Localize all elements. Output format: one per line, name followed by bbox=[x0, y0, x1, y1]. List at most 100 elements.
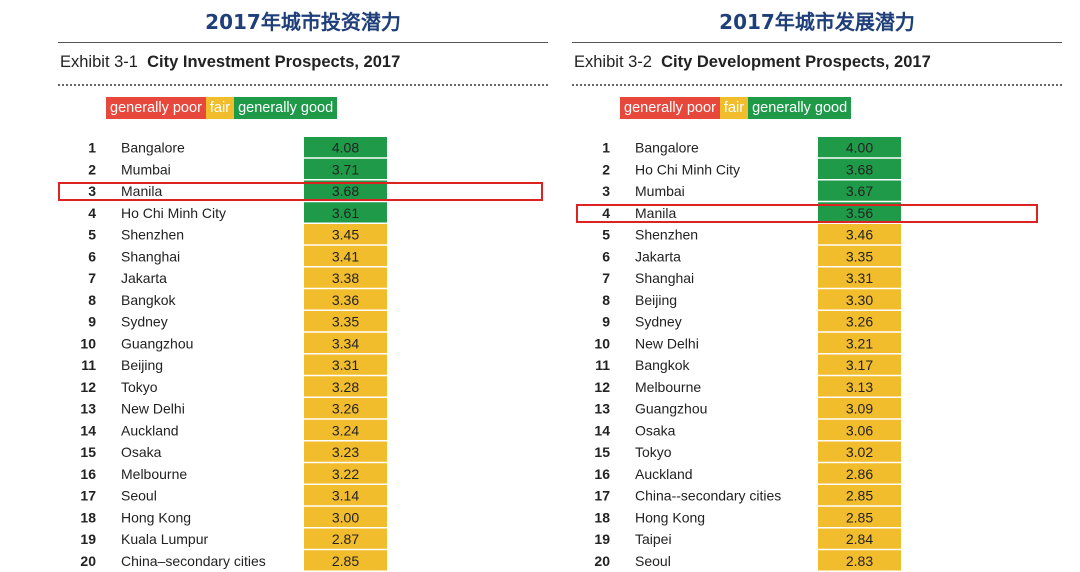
score-label: 3.28 bbox=[332, 379, 359, 395]
score-cell bbox=[818, 550, 901, 571]
city-label: Shanghai bbox=[121, 248, 180, 264]
score-label: 3.35 bbox=[846, 248, 873, 264]
city-label: New Delhi bbox=[121, 401, 185, 417]
table-row: 16 Auckland 2.86 bbox=[594, 463, 901, 484]
city-label: Osaka bbox=[121, 444, 162, 460]
table-row: 2 Ho Chi Minh City 3.68 bbox=[602, 158, 901, 179]
table-row: 10 New Delhi 3.21 bbox=[594, 332, 901, 353]
score-cell bbox=[818, 528, 901, 549]
score-label: 3.14 bbox=[332, 488, 359, 504]
table-row: 7 Jakarta 3.38 bbox=[88, 267, 387, 288]
score-cell bbox=[304, 137, 387, 158]
score-cell bbox=[818, 485, 901, 506]
score-label: 3.00 bbox=[332, 509, 359, 525]
table-row: 9 Sydney 3.35 bbox=[88, 311, 387, 332]
rank-label: 8 bbox=[88, 292, 96, 308]
score-label: 3.31 bbox=[332, 357, 359, 373]
legend-fair: fair bbox=[205, 97, 235, 119]
rank-label: 2 bbox=[602, 161, 610, 177]
rank-label: 4 bbox=[602, 205, 610, 221]
score-cell bbox=[304, 463, 387, 484]
city-label: Ho Chi Minh City bbox=[635, 161, 740, 177]
score-label: 2.84 bbox=[846, 531, 873, 547]
score-cell bbox=[818, 441, 901, 462]
exhibit-label: Exhibit 3-2 bbox=[574, 53, 652, 71]
dotted-divider bbox=[58, 84, 548, 86]
rank-label: 5 bbox=[88, 227, 96, 243]
score-cell bbox=[304, 158, 387, 179]
table-row: 18 Hong Kong 3.00 bbox=[80, 506, 387, 527]
city-label: Bangkok bbox=[635, 357, 690, 373]
development-prospects-panel: 2017年城市发展潜力 Exhibit 3-2 City Development… bbox=[572, 0, 1062, 572]
score-cell bbox=[818, 463, 901, 484]
score-label: 3.26 bbox=[332, 401, 359, 417]
rank-label: 15 bbox=[594, 444, 610, 460]
development-ranking-table: 1 Bangalore 4.00 2 Ho Chi Minh City 3.68 3 Mumb… bbox=[594, 137, 901, 571]
rank-label: 13 bbox=[594, 401, 610, 417]
rank-label: 18 bbox=[80, 509, 96, 525]
table-row: 19 Taipei 2.84 bbox=[594, 528, 901, 549]
city-label: Manila bbox=[635, 205, 676, 221]
table-row: 19 Kuala Lumpur 2.87 bbox=[80, 528, 387, 549]
rank-label: 10 bbox=[594, 335, 610, 351]
exhibit-heading: Exhibit 3-2 City Development Prospects, … bbox=[574, 53, 931, 72]
score-cell bbox=[304, 267, 387, 288]
rank-label: 18 bbox=[594, 509, 610, 525]
city-label: New Delhi bbox=[635, 335, 699, 351]
city-label: Hong Kong bbox=[121, 509, 191, 525]
score-cell bbox=[304, 485, 387, 506]
score-label: 3.56 bbox=[846, 205, 873, 221]
rank-label: 2 bbox=[88, 161, 96, 177]
city-label: Jakarta bbox=[635, 248, 681, 264]
score-cell bbox=[818, 419, 901, 440]
score-label: 2.86 bbox=[846, 466, 873, 482]
score-cell bbox=[304, 398, 387, 419]
score-label: 3.23 bbox=[332, 444, 359, 460]
rank-label: 19 bbox=[80, 531, 96, 547]
table-row: 14 Osaka 3.06 bbox=[594, 419, 901, 440]
rank-label: 14 bbox=[80, 422, 96, 438]
score-cell bbox=[304, 245, 387, 266]
table-row: 14 Auckland 3.24 bbox=[80, 419, 387, 440]
score-cell bbox=[304, 332, 387, 353]
score-label: 3.68 bbox=[846, 161, 873, 177]
table-row: 11 Beijing 3.31 bbox=[81, 354, 387, 375]
score-label: 3.17 bbox=[846, 357, 873, 373]
city-label: Taipei bbox=[635, 531, 672, 547]
city-label: Ho Chi Minh City bbox=[121, 205, 226, 221]
city-label: Shenzhen bbox=[121, 227, 184, 243]
table-row: 6 Shanghai 3.41 bbox=[88, 245, 387, 266]
rating-legend: generally poor fair generally good bbox=[106, 97, 338, 119]
city-label: Bangkok bbox=[121, 292, 176, 308]
table-row: 17 China--secondary cities 2.85 bbox=[594, 485, 901, 506]
score-label: 3.68 bbox=[332, 183, 359, 199]
score-label: 3.02 bbox=[846, 444, 873, 460]
score-cell bbox=[818, 311, 901, 332]
table-row: 5 Shenzhen 3.45 bbox=[88, 224, 387, 245]
city-label: Melbourne bbox=[121, 466, 187, 482]
table-row: 12 Melbourne 3.13 bbox=[594, 376, 901, 397]
score-cell bbox=[304, 441, 387, 462]
table-row: 5 Shenzhen 3.46 bbox=[602, 224, 901, 245]
rank-label: 11 bbox=[595, 357, 610, 373]
exhibit-title: City Development Prospects, 2017 bbox=[661, 53, 931, 71]
rank-label: 1 bbox=[602, 140, 610, 156]
table-row: 20 China–secondary cities 2.85 bbox=[80, 550, 387, 571]
rank-label: 20 bbox=[594, 553, 610, 569]
score-cell bbox=[818, 224, 901, 245]
rank-label: 16 bbox=[80, 466, 96, 482]
investment-ranking-table: 1 Bangalore 4.08 2 Mumbai 3.71 3 Manila 3.68 4 Ho … bbox=[80, 137, 387, 571]
score-cell bbox=[818, 506, 901, 527]
table-row: 9 Sydney 3.26 bbox=[602, 311, 901, 332]
exhibit-heading: Exhibit 3-1 City Investment Prospects, 2… bbox=[60, 53, 400, 72]
rank-label: 12 bbox=[80, 379, 96, 395]
city-label: Bangalore bbox=[121, 140, 185, 156]
score-label: 3.31 bbox=[846, 270, 873, 286]
score-label: 3.30 bbox=[846, 292, 873, 308]
score-cell bbox=[304, 224, 387, 245]
city-label: China--secondary cities bbox=[635, 488, 781, 504]
rank-label: 17 bbox=[594, 488, 610, 504]
manila-highlight-box bbox=[576, 204, 1038, 223]
legend-poor: generally poor bbox=[106, 97, 206, 119]
city-label: Guangzhou bbox=[121, 335, 193, 351]
